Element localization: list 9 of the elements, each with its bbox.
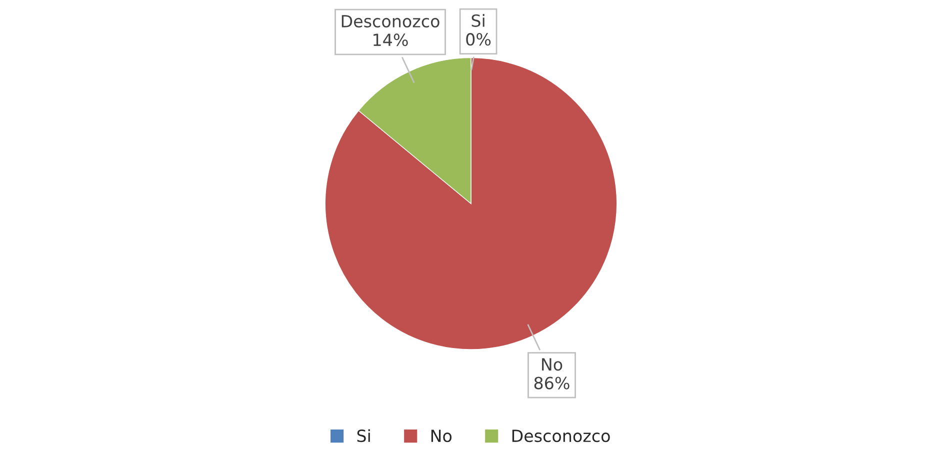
slice-label: No <box>542 358 562 371</box>
data-label: 86% <box>534 376 570 390</box>
legend-label: Desconozco <box>512 430 610 442</box>
category-label: Si <box>472 14 484 27</box>
legend-label: Si <box>357 429 370 442</box>
data-label: 14% <box>374 34 408 46</box>
slice-label: Desconozco <box>342 15 440 28</box>
legend-label: No <box>431 430 452 442</box>
text: 0% <box>466 33 491 46</box>
